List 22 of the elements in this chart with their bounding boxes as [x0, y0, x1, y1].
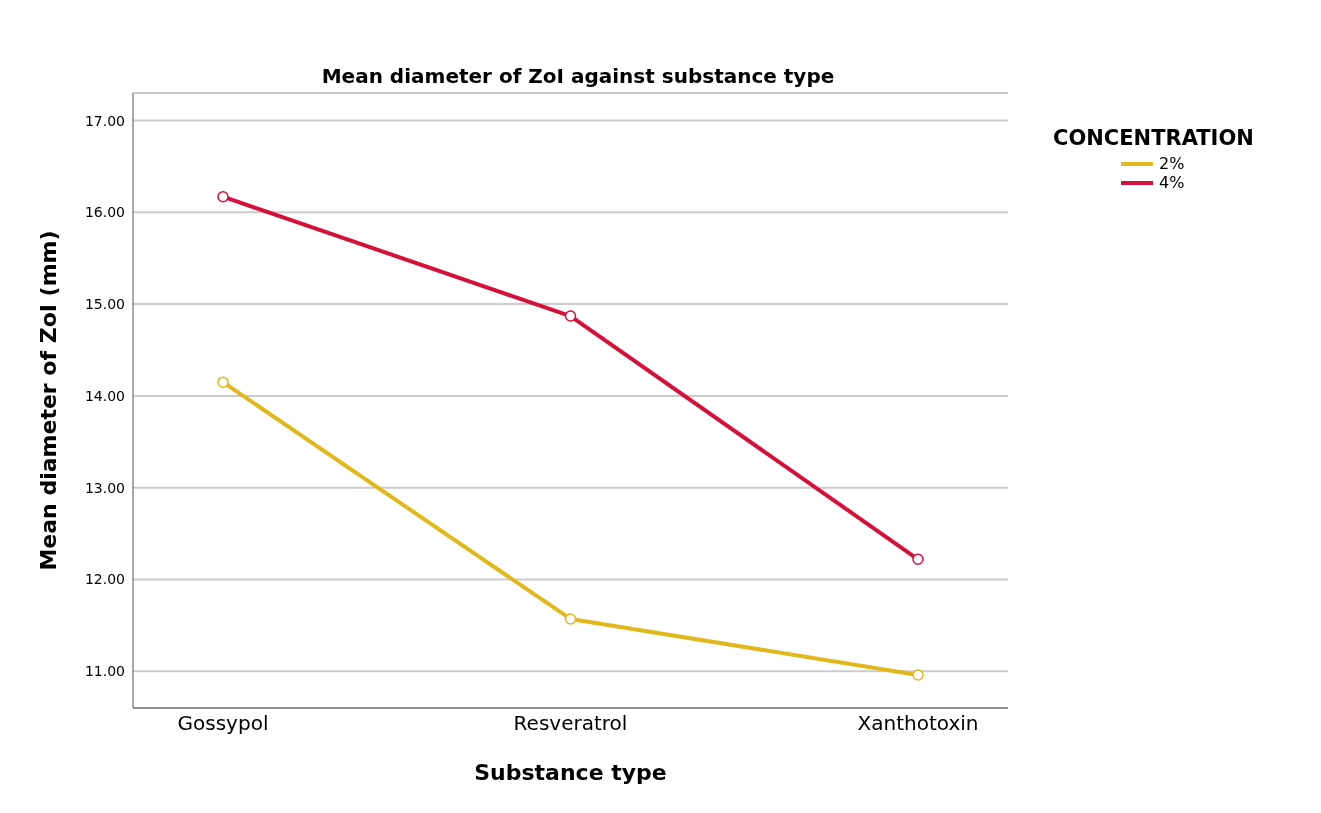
legend-title: CONCENTRATION — [1053, 126, 1254, 150]
y-tick-label: 12.00 — [84, 571, 125, 588]
legend-label: 2% — [1159, 154, 1185, 173]
y-tick-label: 11.00 — [84, 663, 125, 680]
point — [217, 376, 229, 388]
x-tick-label: Resveratrol — [513, 711, 628, 736]
point — [912, 669, 924, 681]
point — [217, 190, 229, 203]
y-tick-label: 14.00 — [84, 387, 125, 404]
y-tick-label: 15.00 — [84, 296, 125, 313]
point — [564, 613, 577, 625]
legend-label: 4% — [1159, 173, 1185, 192]
y-tick-label: 16.00 — [84, 204, 125, 221]
point — [912, 553, 924, 566]
y-axis-title: Mean diameter of ZoI (mm) — [35, 230, 61, 571]
x-tick-label: Gossypol — [177, 711, 269, 736]
chart-title: Mean diameter of ZoI against substance type — [321, 64, 835, 88]
y-tick-label: 17.00 — [84, 112, 125, 129]
point — [564, 310, 577, 322]
y-tick-label: 13.00 — [84, 479, 125, 496]
x-axis-title: Substance type — [474, 760, 667, 785]
x-tick-label: Xanthotoxin — [857, 711, 979, 736]
